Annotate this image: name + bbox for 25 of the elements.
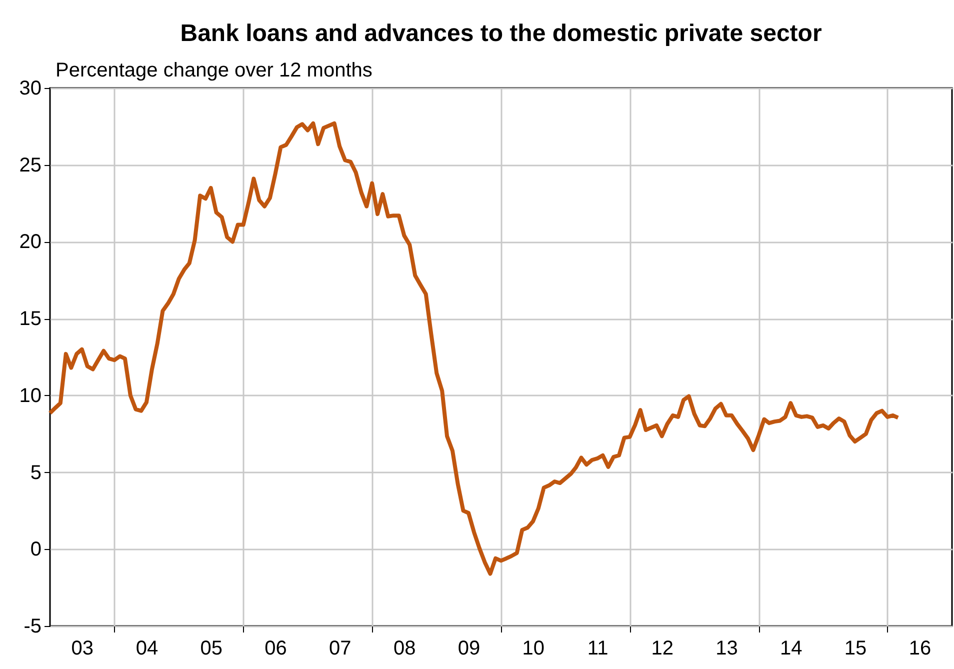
- chart-title: Bank loans and advances to the domestic private sector: [180, 20, 822, 47]
- y-tick-label: 20: [19, 231, 42, 254]
- y-tick-label: 30: [19, 78, 42, 100]
- x-tick-label: 16: [908, 638, 932, 660]
- x-tick-label: 06: [264, 638, 287, 660]
- y-axis-title: Percentage change over 12 months: [56, 60, 372, 82]
- y-tick-label: 0: [30, 538, 42, 561]
- y-tick-label: 10: [19, 384, 42, 407]
- x-tick-label: 15: [844, 638, 867, 660]
- x-tick-label: 14: [780, 638, 802, 660]
- x-tick-label: 03: [71, 638, 94, 660]
- x-tick-label: 10: [522, 638, 545, 660]
- x-tick-label: 12: [651, 638, 674, 660]
- x-tick-label: 11: [587, 638, 608, 660]
- line-series: [48, 121, 900, 576]
- y-tick-label: 25: [19, 154, 42, 176]
- x-tick-label: 13: [716, 638, 738, 660]
- x-tick-label: 04: [136, 638, 158, 660]
- y-tick-label: -5: [24, 616, 42, 638]
- x-tick-label: 09: [458, 638, 480, 660]
- x-tick-label: 08: [394, 638, 416, 660]
- y-tick-label: 5: [30, 462, 42, 484]
- x-tick-label: 07: [328, 638, 352, 660]
- x-tick-label: 05: [200, 638, 222, 660]
- y-tick-label: 15: [19, 308, 42, 330]
